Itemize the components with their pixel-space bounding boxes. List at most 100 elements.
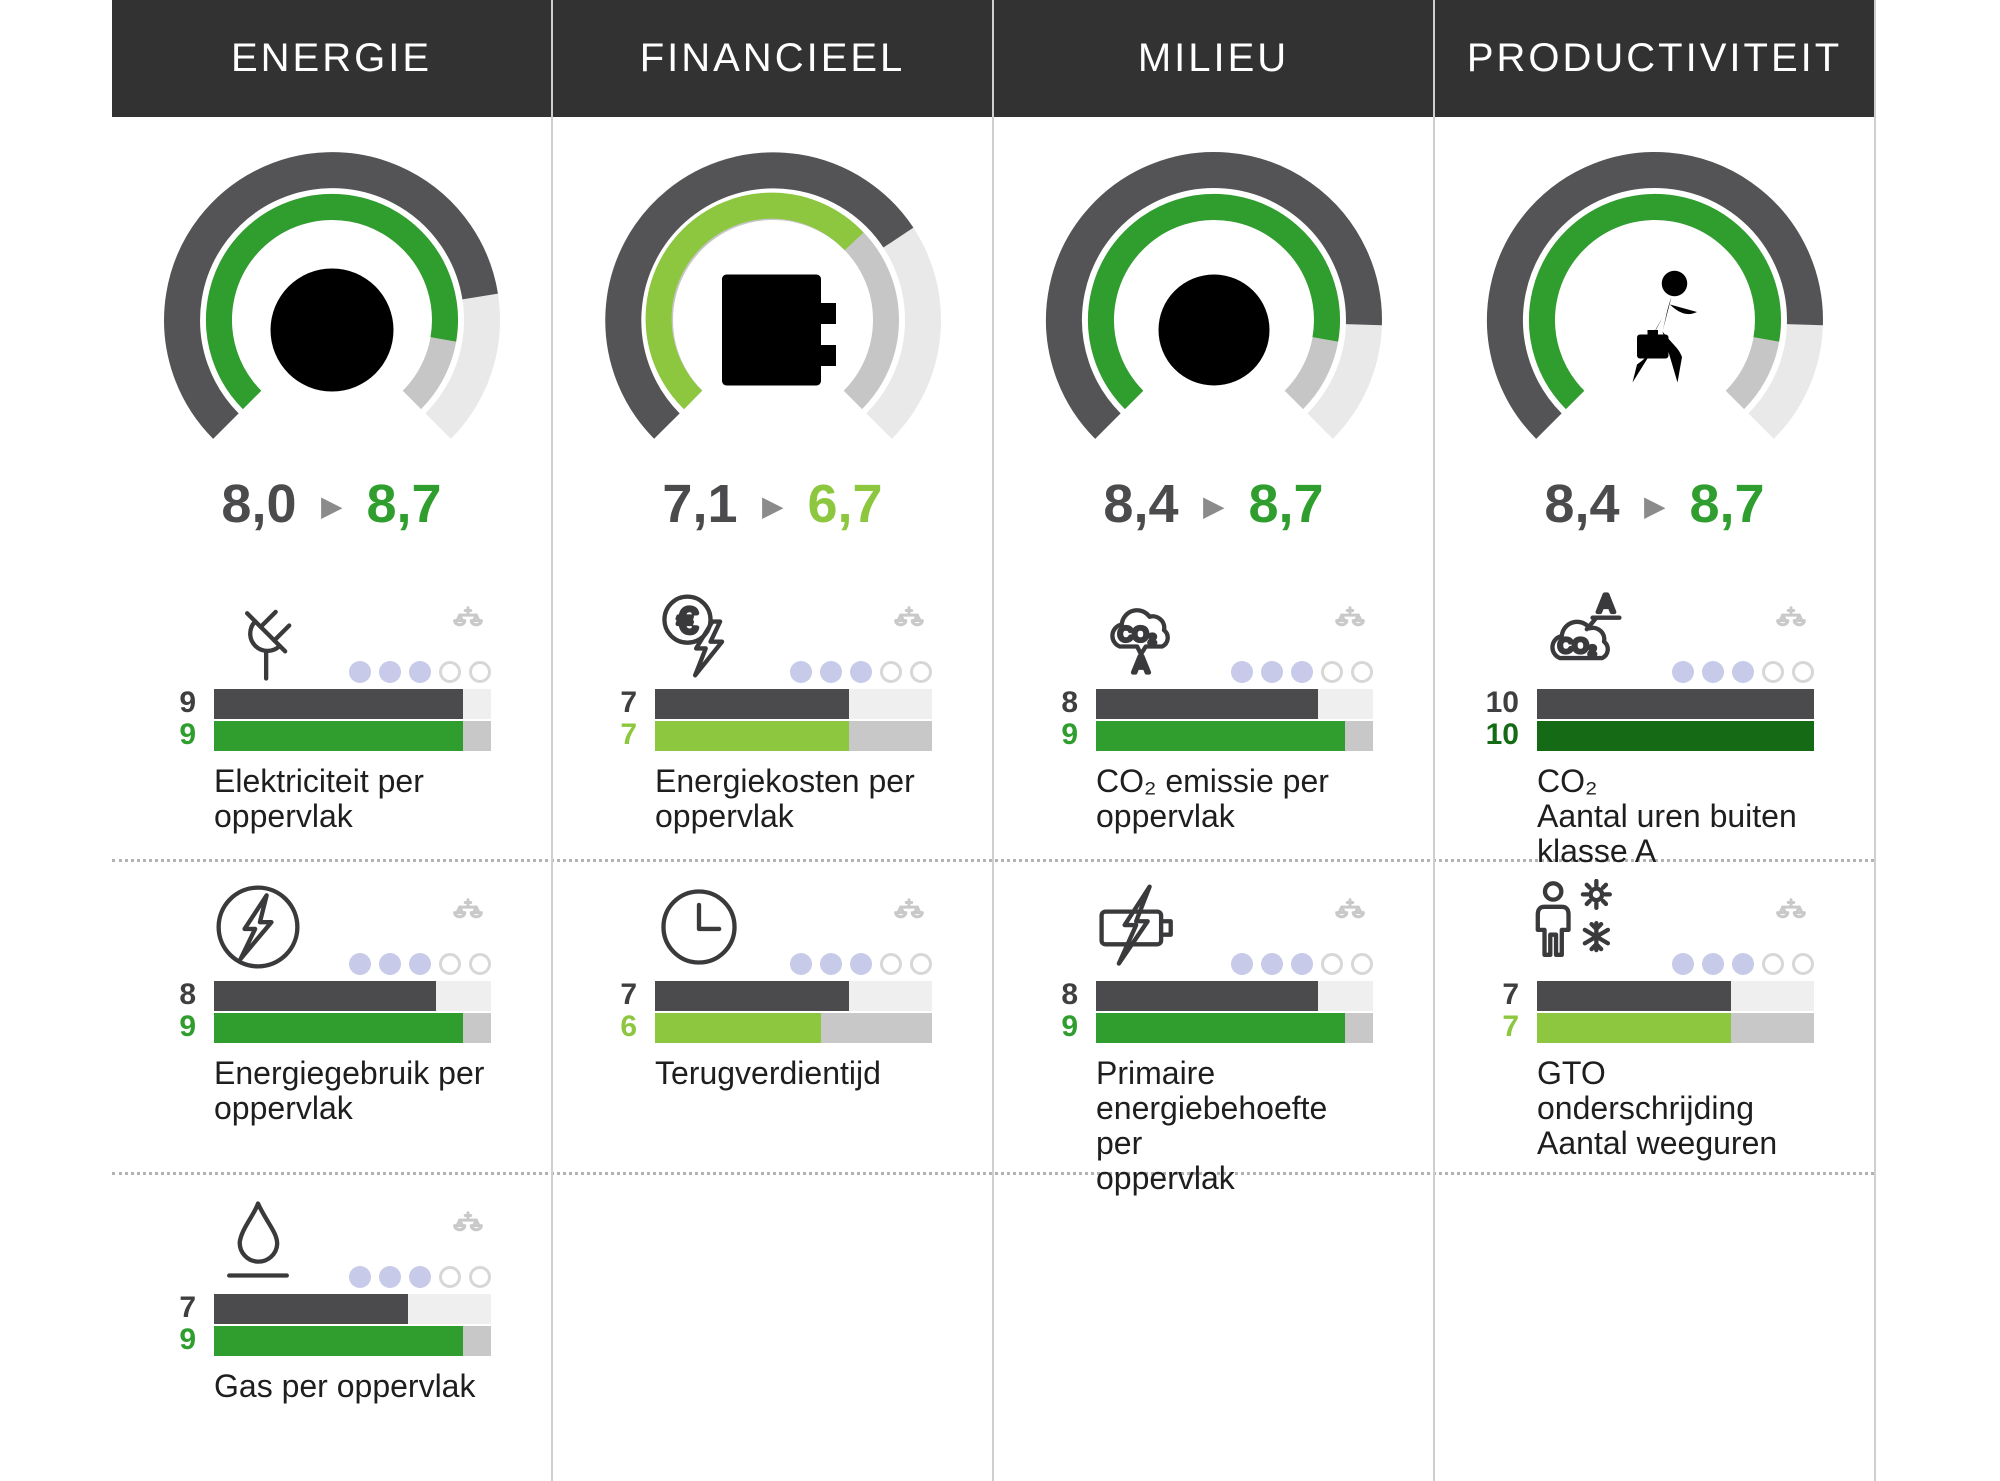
gauge-chart <box>604 152 941 439</box>
rating-dot-empty <box>1351 661 1373 683</box>
rating-dot-empty <box>439 953 461 975</box>
column-header: PRODUCTIVITEIT <box>1435 0 1874 117</box>
rating-dot-filled <box>409 953 431 975</box>
rating-dot-filled <box>349 1266 371 1288</box>
category-column-milieu: MILIEU 8,4 ▶ 8,7 8 9 <box>994 0 1435 1481</box>
metric-label: Primaire energiebehoefte per oppervlak <box>1096 1055 1328 1196</box>
bar-new-fill <box>214 1326 464 1356</box>
bar-old-fill <box>655 689 849 719</box>
bar-old-value: 7 <box>620 686 637 719</box>
bar-old <box>214 981 491 1011</box>
metric-row: 8 9 CO₂ emissie per oppervlak <box>994 585 1433 859</box>
gauge: 8,4 ▶ 8,7 <box>994 150 1433 533</box>
rating-dot-filled <box>820 661 842 683</box>
rating-dot-filled <box>379 1266 401 1288</box>
rating-dot-empty <box>1762 953 1784 975</box>
rating-dot-filled <box>1291 661 1313 683</box>
gauge-score: 8,4 ▶ 8,7 <box>994 476 1433 533</box>
bar-new-fill <box>1537 1013 1731 1043</box>
bolt-circle-icon <box>210 879 306 975</box>
rating-dot-filled <box>1732 953 1754 975</box>
rating-dot-empty <box>880 661 902 683</box>
rating-dot-filled <box>850 953 872 975</box>
metric-label: Gas per oppervlak <box>214 1368 476 1404</box>
scales-icon <box>445 605 491 633</box>
score-new-value: 6,7 <box>807 474 883 534</box>
gauge-chart <box>163 152 500 439</box>
co2-cloud-a-icon <box>1533 587 1629 683</box>
bar-old-fill <box>1537 689 1814 719</box>
metric-row: 7 7 Energiekosten per oppervlak <box>553 585 992 859</box>
rating-dot-empty <box>1321 953 1343 975</box>
bar-new <box>1096 721 1373 751</box>
bar-old-fill <box>214 689 464 719</box>
bar-new-fill <box>214 1013 464 1043</box>
rating-dot-filled <box>1291 953 1313 975</box>
metric-row: 10 10 CO₂ Aantal uren buiten klasse A <box>1435 585 1874 869</box>
plug-icon <box>210 587 306 683</box>
scales-icon <box>445 1210 491 1238</box>
bar-old-fill <box>214 1294 408 1324</box>
bar-old <box>214 1294 491 1324</box>
gauge-new-value-arc <box>205 194 458 410</box>
arrow-right-icon: ▶ <box>1203 491 1224 521</box>
rating-dot-empty <box>1351 953 1373 975</box>
rating-dot-empty <box>469 953 491 975</box>
bar-new-value: 9 <box>179 718 196 751</box>
gauge-new-value-arc <box>1087 194 1340 410</box>
gauge-old-value-arc <box>604 152 913 439</box>
bar-old-value: 8 <box>1061 978 1078 1011</box>
rating-dot-filled <box>850 661 872 683</box>
euro-bolt-icon <box>651 587 747 683</box>
column-header: MILIEU <box>994 0 1433 117</box>
rating-dot-empty <box>1321 661 1343 683</box>
gauge: 8,4 ▶ 8,7 <box>1435 150 1874 533</box>
rating-dot-filled <box>349 661 371 683</box>
rating-dot-filled <box>1672 953 1694 975</box>
bar-old <box>655 981 932 1011</box>
bar-old-fill <box>1096 689 1318 719</box>
bar-old-value: 7 <box>1502 978 1519 1011</box>
bar-new-value: 10 <box>1485 718 1519 751</box>
scales-icon <box>1768 605 1814 633</box>
bar-new <box>214 1013 491 1043</box>
rating-dot-empty <box>880 953 902 975</box>
scales-icon <box>1768 897 1814 925</box>
score-old-value: 8,4 <box>1103 474 1179 534</box>
bar-new-value: 9 <box>179 1323 196 1356</box>
bar-old-value: 7 <box>620 978 637 1011</box>
rating-dot-empty <box>1792 661 1814 683</box>
bolt-circle-icon <box>270 268 393 392</box>
arrow-right-icon: ▶ <box>321 491 342 521</box>
bar-old-value: 8 <box>179 978 196 1011</box>
gauge-score: 8,0 ▶ 8,7 <box>112 476 551 533</box>
metric-label: Terugverdientijd <box>655 1055 881 1091</box>
metric-list: 7 7 Energiekosten per oppervlak 7 6 Teru… <box>553 585 992 1172</box>
rating-dots <box>349 661 491 683</box>
bar-old-fill <box>1096 981 1318 1011</box>
rating-dots <box>1672 953 1814 975</box>
score-old-value: 7,1 <box>662 474 738 534</box>
metric-row: 7 9 Gas per oppervlak <box>112 1172 551 1404</box>
gauge: 8,0 ▶ 8,7 <box>112 150 551 533</box>
bar-new-value: 9 <box>1061 718 1078 751</box>
battery-bolt-icon <box>1092 879 1188 975</box>
scales-icon <box>886 897 932 925</box>
bar-old <box>214 689 491 719</box>
bar-old <box>1096 689 1373 719</box>
rating-dot-filled <box>409 1266 431 1288</box>
bar-new-fill <box>1537 721 1814 751</box>
metric-label: Energiegebruik per oppervlak <box>214 1055 485 1126</box>
rating-dot-empty <box>439 1266 461 1288</box>
score-new-value: 8,7 <box>366 474 442 534</box>
rating-dot-filled <box>1261 953 1283 975</box>
rating-dot-empty <box>469 1266 491 1288</box>
score-old-value: 8,0 <box>221 474 297 534</box>
rating-dots <box>349 953 491 975</box>
arrow-right-icon: ▶ <box>762 491 783 521</box>
bar-old-fill <box>1537 981 1731 1011</box>
bar-old-fill <box>214 981 436 1011</box>
category-column-productiviteit: PRODUCTIVITEIT 8,4 ▶ 8,7 10 <box>1435 0 1876 1481</box>
scales-icon <box>886 605 932 633</box>
scales-icon <box>445 897 491 925</box>
